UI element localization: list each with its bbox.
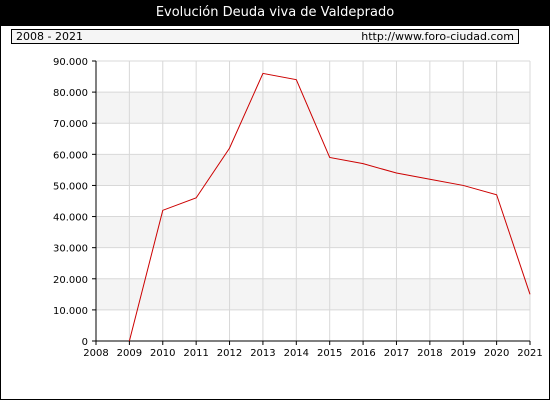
x-tick-label: 2015: [317, 348, 342, 359]
x-tick-label: 2012: [217, 348, 242, 359]
x-tick-label: 2020: [484, 348, 509, 359]
axes: [92, 60, 531, 345]
y-tick-labels: 0 10.000 20.000 30.000 40.000 50.000 60.000 70.…: [53, 57, 88, 348]
plot-band: [96, 154, 530, 186]
y-tick-label: 10.000: [53, 306, 88, 317]
x-tick-label: 2008: [83, 348, 108, 359]
x-tick-label: 2009: [117, 348, 142, 359]
x-tick-labels: 2008 2009 2010 2011 2012 2013 2014 2015 2016 2017…: [83, 348, 542, 359]
series-group: [128, 72, 531, 342]
plot-band: [96, 278, 530, 310]
x-tick-label: 2014: [284, 348, 309, 359]
x-tick-label: 2018: [417, 348, 442, 359]
x-tick-label: 2019: [451, 348, 476, 359]
y-tick-label: 0: [82, 337, 88, 348]
y-tick-label: 40.000: [53, 213, 88, 224]
y-tick-label: 50.000: [53, 181, 88, 192]
y-tick-label: 60.000: [53, 150, 88, 161]
y-tick-label: 70.000: [53, 119, 88, 130]
x-tick-label: 2010: [150, 348, 175, 359]
source-url[interactable]: http://www.foro-ciudad.com: [361, 30, 514, 43]
plot-bands: [96, 92, 530, 310]
x-tick-label: 2013: [250, 348, 275, 359]
chart-title: Evolución Deuda viva de Valdeprado: [0, 0, 550, 26]
x-tick-label: 2017: [384, 348, 409, 359]
grid-lines: [96, 60, 531, 341]
x-tick-label: 2016: [350, 348, 375, 359]
y-tick-label: 30.000: [53, 244, 88, 255]
x-tick-label: 2021: [517, 348, 542, 359]
period-label: 2008 - 2021: [16, 30, 83, 43]
series-line: [128, 72, 531, 342]
y-tick-label: 80.000: [53, 88, 88, 99]
plot-band: [96, 216, 530, 248]
info-bar: 2008 - 2021 http://www.foro-ciudad.com: [11, 29, 519, 44]
y-tick-label: 90.000: [53, 57, 88, 68]
x-tick-label: 2011: [183, 348, 208, 359]
y-tick-label: 20.000: [53, 275, 88, 286]
